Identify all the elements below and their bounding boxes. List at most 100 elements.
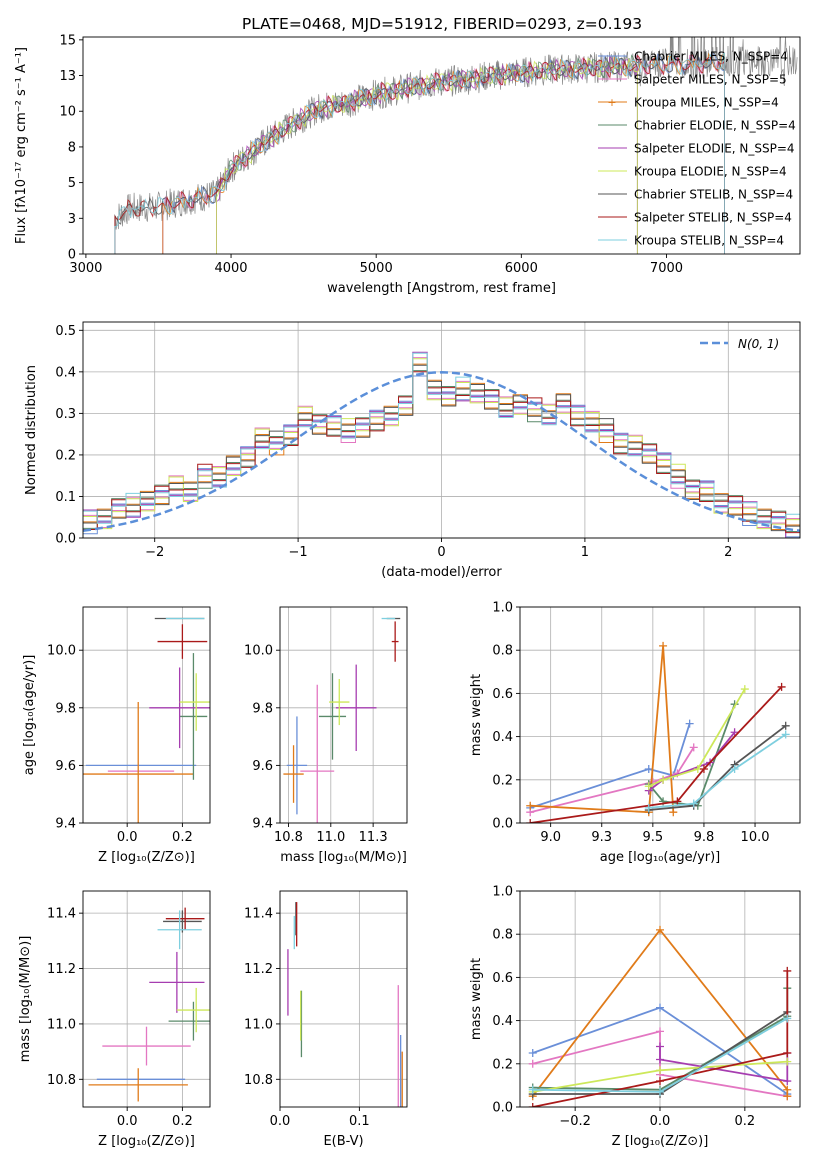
weight-point <box>783 1014 792 1023</box>
y-tick-label: 0.1 <box>55 490 76 505</box>
mass_vs_Z-axes: 0.0 0.2 10.8 11.0 11.2 11.4 Z [log₁₀(Z/Z⊙)] mas… <box>18 890 211 1149</box>
weight-point <box>644 782 653 791</box>
x-tick-label: 9.3 <box>591 830 612 845</box>
x-axis-label: mass [log₁₀(M/M⊙)] <box>280 850 407 865</box>
weight_vs_age-axes: 9.0 9.3 9.5 9.8 10.0 0.0 0.2 0.4 0.6 0.8 1.0 age [l… <box>469 601 801 865</box>
y-tick-label: 0.5 <box>55 324 76 339</box>
y-axis-label: age [log₁₀(age/yr)] <box>22 655 37 776</box>
y-tick-label: 0.0 <box>55 532 76 547</box>
histogram-step-line <box>83 352 800 538</box>
x-tick-label: 3000 <box>69 261 102 276</box>
weight-point <box>730 765 739 773</box>
age_vs_Z-axes: 0.0 0.2 9.4 9.6 9.8 10.0 Z [log₁₀(Z/Z⊙)] age [l… <box>22 606 211 865</box>
weight-point <box>685 719 694 728</box>
y-tick-label: 11.2 <box>244 962 273 977</box>
weight-point <box>656 1077 664 1086</box>
y-tick-label: 11.2 <box>47 962 76 977</box>
y-tick-label: 10.8 <box>47 1073 76 1088</box>
weight-line <box>529 746 695 814</box>
weight-point <box>781 730 790 739</box>
y-axis-label: Flux [fλ10⁻¹⁷ erg cm⁻² s⁻¹ A⁻¹] <box>14 47 29 244</box>
weight-point <box>783 1092 792 1101</box>
weight-point <box>528 1059 537 1068</box>
weight_vs_age-data <box>526 641 790 823</box>
x-tick-label: 0.1 <box>349 1114 370 1129</box>
x-tick-label: 0.2 <box>172 1114 193 1129</box>
x-tick-label: −1 <box>289 545 308 560</box>
spectrum-data <box>114 37 798 254</box>
histogram-step-line <box>83 371 800 538</box>
weight-line <box>648 688 746 788</box>
model-spectrum-line <box>114 52 725 254</box>
axes-frame <box>519 606 801 824</box>
weight-line <box>532 970 789 1107</box>
axes-frame <box>279 606 408 824</box>
x-tick-label: 9.0 <box>540 830 561 845</box>
weight-point <box>783 966 792 975</box>
y-tick-label: 3 <box>68 212 76 227</box>
weight-point <box>673 797 682 806</box>
y-tick-label: 15 <box>59 33 76 48</box>
age_vs_Z-data <box>83 617 210 823</box>
x-axis-label: Z [log₁₀(Z/Z⊙)] <box>98 1134 195 1149</box>
weight-point <box>783 1057 792 1066</box>
x-axis-label: wavelength [Angstrom, rest frame] <box>327 281 556 296</box>
figure-title: PLATE=0468, MJD=51912, FIBERID=0293, z=0… <box>242 15 642 33</box>
spectrum-legend: Chabrier MILES, N_SSP=4 Salpeter MILES, N… <box>598 50 796 248</box>
spectrum-axes: 3000 4000 5000 6000 7000 0 3 5 8 10 13 15 wavelength… <box>14 33 801 296</box>
y-tick-label: 0.2 <box>492 1057 513 1072</box>
y-tick-label: 13 <box>59 69 76 84</box>
normal-curve-line <box>83 371 800 532</box>
x-axis-label: age [log₁₀(age/yr)] <box>600 850 721 865</box>
y-tick-label: 0.2 <box>55 448 76 463</box>
legend-marker: + <box>607 96 616 109</box>
weight-point <box>656 1003 664 1012</box>
x-axis-label: E(B-V) <box>323 1134 363 1149</box>
x-tick-label: 1 <box>581 545 589 560</box>
y-tick-label: 0.0 <box>492 817 513 832</box>
y-tick-label: 11.4 <box>47 907 76 922</box>
mass_vs_ebv-axes: 0.0 0.1 10.8 11.0 11.2 11.4 E(B-V) <box>244 890 408 1149</box>
y-tick-label: 1.0 <box>492 885 513 900</box>
legend-label: Salpeter ELODIE, N_SSP=4 <box>634 142 795 156</box>
residual-legend: N(0, 1) <box>700 337 779 351</box>
y-tick-label: 9.8 <box>252 701 273 716</box>
x-tick-label: 11.0 <box>316 830 345 845</box>
weight-point <box>526 801 535 810</box>
weight-point <box>730 728 739 737</box>
weight-line <box>648 703 736 807</box>
weight-point <box>656 1027 664 1036</box>
x-axis-label: (data-model)/error <box>381 565 502 580</box>
weight-point <box>781 721 790 730</box>
x-tick-label: −0.2 <box>559 1114 591 1129</box>
y-tick-label: 0.8 <box>492 928 513 943</box>
y-tick-label: 11.4 <box>244 907 273 922</box>
weight-point <box>656 1087 664 1096</box>
age_vs_mass-data <box>283 617 401 823</box>
weight_vs_Z-axes: −0.2 0.0 0.2 0.0 0.2 0.4 0.6 0.8 1.0 Z [log₁₀(Z/Z… <box>469 885 801 1149</box>
mass_vs_ebv-data <box>287 902 403 1107</box>
y-axis-label: mass [log₁₀(M/M⊙)] <box>18 936 33 1063</box>
x-tick-label: 0.0 <box>650 1114 671 1129</box>
model-spectrum-line <box>114 51 725 254</box>
y-tick-label: 1.0 <box>492 601 513 616</box>
y-tick-label: 9.6 <box>55 759 76 774</box>
legend-label: Salpeter MILES, N_SSP=5 <box>634 73 787 87</box>
y-axis-label: mass weight <box>469 958 484 1040</box>
y-tick-label: 0.3 <box>55 407 76 422</box>
x-tick-label: 0.0 <box>270 1114 291 1129</box>
weight-point <box>783 1077 792 1086</box>
weight-point <box>528 1085 537 1094</box>
weight-line <box>529 723 691 809</box>
y-tick-label: 0.6 <box>492 687 513 702</box>
legend-label: Kroupa ELODIE, N_SSP=4 <box>634 165 787 179</box>
weight-line <box>659 1046 789 1083</box>
weight-point <box>526 819 535 823</box>
y-tick-label: 0 <box>68 248 76 263</box>
y-tick-label: 9.6 <box>252 759 273 774</box>
y-tick-label: 10.8 <box>244 1073 273 1088</box>
y-axis-label: mass weight <box>469 674 484 756</box>
y-tick-label: 11.0 <box>47 1017 76 1032</box>
legend-label: Chabrier ELODIE, N_SSP=4 <box>634 119 796 133</box>
